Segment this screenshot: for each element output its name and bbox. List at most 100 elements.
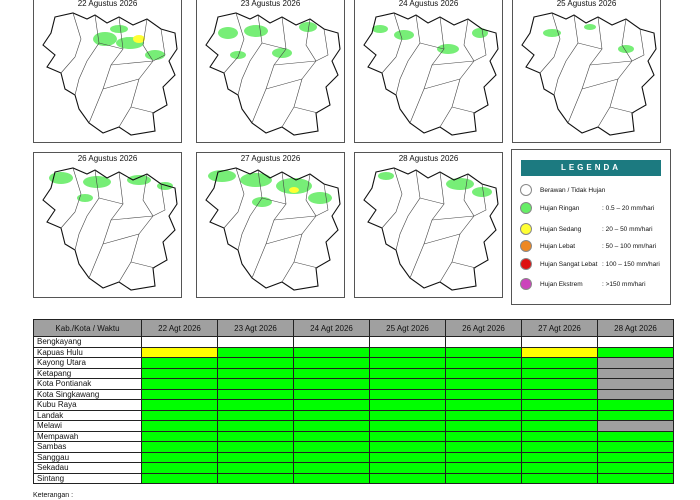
district-name: Kayong Utara (33, 357, 142, 369)
forecast-cell (597, 346, 674, 358)
table-row: Kayong Utara (33, 357, 674, 369)
forecast-cell (369, 399, 446, 411)
legend-range: : >150 mm/hari (602, 281, 646, 288)
district-border (281, 173, 317, 283)
table-row: Sambas (33, 441, 674, 453)
district-border (419, 42, 445, 50)
table-row: Ketapang (33, 367, 674, 379)
district-border (315, 28, 329, 62)
forecast-cell (521, 336, 598, 348)
legend-label: Hujan Lebat (540, 243, 576, 250)
district-name: Kubu Raya (33, 399, 142, 411)
district-border (98, 42, 124, 50)
forecast-cell (293, 378, 370, 390)
forecast-cell (521, 388, 598, 400)
rain-area-light (378, 172, 394, 180)
forecast-cell (521, 430, 598, 442)
district-border (451, 261, 477, 269)
district-name: Mempawah (33, 430, 142, 442)
district-border (431, 60, 475, 66)
legend-swatch (520, 278, 532, 290)
forecast-cell (597, 409, 674, 421)
forecast-cell (217, 346, 294, 358)
district-border (102, 233, 140, 245)
forecast-cell (217, 367, 294, 379)
district-border (281, 18, 317, 128)
table-row: Sintang (33, 472, 674, 484)
table-header-date: 23 Agt 2026 (217, 319, 294, 337)
forecast-cell (597, 462, 674, 474)
rain-area-light (472, 28, 488, 38)
forecast-cell (597, 472, 674, 484)
province-map (363, 12, 499, 136)
forecast-cell (597, 420, 674, 432)
forecast-cell (293, 472, 370, 484)
district-border (381, 12, 403, 74)
district-border (381, 167, 403, 229)
table-row: Kota Singkawang (33, 388, 674, 400)
district-border (395, 169, 421, 251)
table-row: Melawi (33, 420, 674, 432)
district-border (273, 215, 317, 221)
table-body: Bengkayang Kapuas Hulu Kayong Utara Ketapan… (33, 336, 674, 484)
forecast-cell (445, 388, 522, 400)
table-header-date: 22 Agt 2026 (141, 319, 218, 337)
table-row: Kubu Raya (33, 399, 674, 411)
district-name: Landak (33, 409, 142, 421)
table-header-date: 28 Agt 2026 (597, 319, 674, 337)
district-border (577, 42, 603, 50)
map-panel-7: 28 Agustus 2026 (354, 152, 503, 298)
district-border (631, 28, 645, 62)
forecast-cell (369, 441, 446, 453)
district-border (98, 197, 124, 205)
forecast-cell (369, 378, 446, 390)
province-map (42, 167, 178, 291)
forecast-cell (521, 472, 598, 484)
district-border (431, 215, 475, 221)
rain-area-light (93, 32, 117, 46)
rain-area-light (308, 192, 332, 204)
map-panel-1: 22 Agustus 2026 (33, 0, 182, 143)
district-name: Kapuas Hulu (33, 346, 142, 358)
forecast-cell (445, 346, 522, 358)
forecast-cell (217, 472, 294, 484)
map-date-title: 27 Agustus 2026 (240, 154, 301, 163)
forecast-cell (293, 451, 370, 463)
district-name: Sambas (33, 441, 142, 453)
district-border (102, 78, 140, 90)
province-map (205, 12, 341, 136)
district-border (237, 169, 263, 251)
district-border (265, 78, 303, 90)
forecast-cell (521, 441, 598, 453)
district-border (409, 171, 445, 279)
forecast-table-wrapper: Kab./Kota / Waktu 22 Agt 2026 23 Agt 202… (33, 319, 674, 484)
forecast-cell (369, 346, 446, 358)
map-date-title: 26 Agustus 2026 (77, 154, 138, 163)
footnote-label: Keterangan : (33, 492, 74, 499)
district-border (110, 215, 154, 221)
forecast-cell (217, 409, 294, 421)
forecast-cell (293, 399, 370, 411)
province-border (521, 12, 657, 136)
forecast-cell (597, 441, 674, 453)
forecast-cell (521, 451, 598, 463)
forecast-cell (293, 336, 370, 348)
rain-area-light (77, 194, 93, 202)
rain-area-light (218, 27, 238, 39)
district-border (439, 18, 475, 128)
rain-area-light (276, 178, 312, 194)
forecast-cell (141, 367, 218, 379)
province-border (42, 12, 178, 136)
forecast-cell (445, 430, 522, 442)
forecast-cell (369, 409, 446, 421)
district-border (261, 197, 287, 205)
forecast-cell (217, 357, 294, 369)
forecast-cell (141, 399, 218, 411)
district-border (118, 18, 154, 128)
forecast-cell (369, 357, 446, 369)
table-row: Sanggau (33, 451, 674, 463)
district-border (423, 78, 461, 90)
forecast-cell (217, 441, 294, 453)
legend-range: : 0.5 – 20 mm/hari (602, 205, 655, 212)
map-date-title: 25 Agustus 2026 (556, 0, 617, 8)
